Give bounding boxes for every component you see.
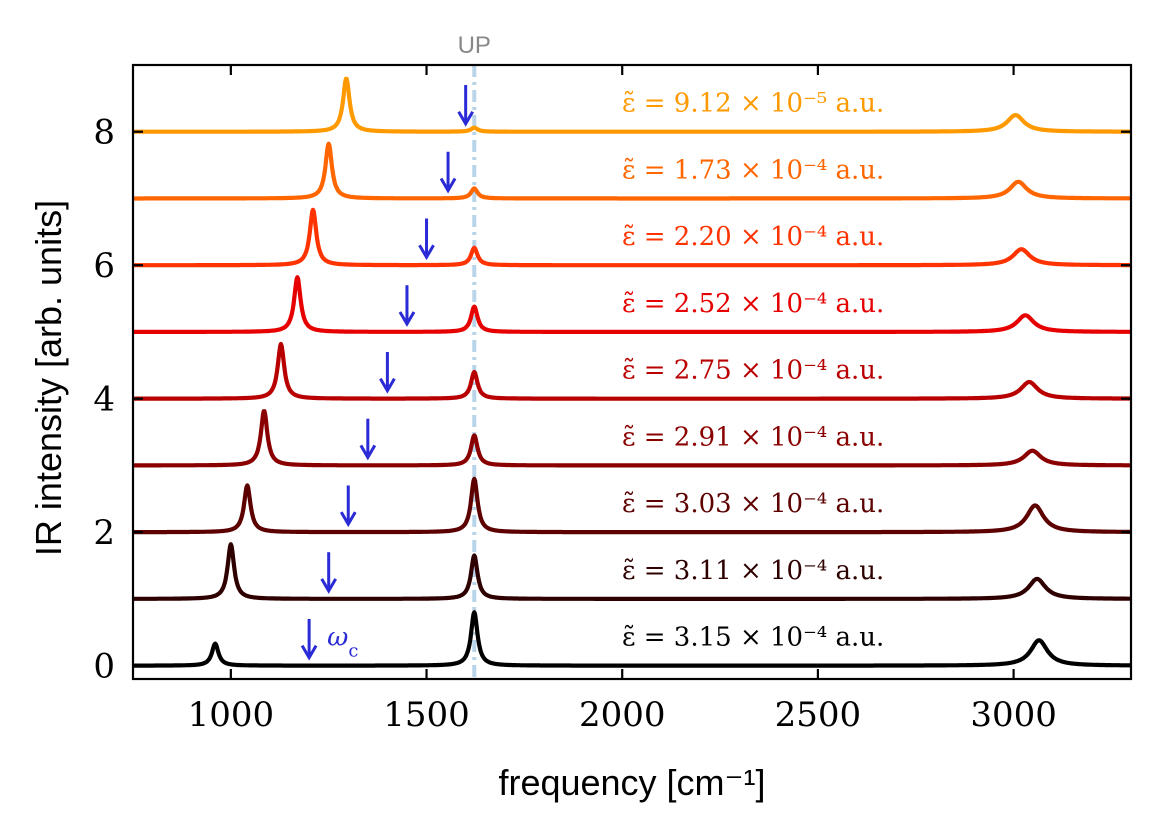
coupling-annotation-4: ε̃ = 2.75 × 10⁻⁴ a.u. [622,356,884,386]
coupling-annotation-3: ε̃ = 2.91 × 10⁻⁴ a.u. [622,422,884,452]
x-axis-title: frequency [cm⁻¹] [498,762,765,803]
omega-c-arrowhead-6 [418,244,435,261]
coupling-annotation-layer: ε̃ = 3.15 × 10⁻⁴ a.u. ε̃ = 3.11 × 10⁻⁴ a.… [622,89,884,653]
omega-c-arrowhead-3 [359,444,377,461]
spectrum-line-8 [133,76,1131,134]
coupling-annotation-7: ε̃ = 1.73 × 10⁻⁴ a.u. [622,155,884,185]
spectrum-line-6 [133,207,1131,268]
coupling-annotation-0: ε̃ = 3.15 × 10⁻⁴ a.u. [622,623,884,653]
omega-c-arrowhead-8 [457,110,474,127]
omega-c-label: ωc [327,623,358,662]
plot-frame [131,63,1133,681]
coupling-annotation-6: ε̃ = 2.20 × 10⁻⁴ a.u. [622,222,884,252]
y-tick-label-4: 8 [93,113,115,153]
omega-c-arrowhead-4 [379,377,396,394]
spectrum-line-1 [133,542,1131,602]
omega-c-arrowhead-0 [300,644,318,661]
coupling-annotation-8: ε̃ = 9.12 × 10⁻⁵ a.u. [622,89,884,119]
y-tick-label-2: 4 [93,380,115,420]
x-tick-label-2: 2000 [579,695,666,735]
up-label: UP [458,32,491,59]
omega-c-arrowhead-1 [320,578,337,594]
cavity-arrow-layer: ωc [300,85,474,662]
y-tick-label-1: 2 [93,513,115,553]
coupling-annotation-2: ε̃ = 3.03 × 10⁻⁴ a.u. [622,489,884,519]
spectrum-line-2 [133,476,1131,535]
x-tick-label-0: 1000 [188,695,275,735]
omega-c-arrowhead-7 [439,177,457,194]
y-axis-title: IR intensity [arb. units] [28,200,69,556]
spectra-series-layer [133,76,1131,668]
spectrum-line-7 [133,141,1131,201]
spectrum-line-4 [133,341,1131,401]
x-tick-label-4: 3000 [970,695,1057,735]
omega-c-arrowhead-2 [339,511,357,528]
omega-c-arrowhead-5 [398,311,416,327]
x-tick-label-3: 2500 [775,695,862,735]
y-axis-ticks: 0 2 4 6 8 [93,113,1131,687]
spectrum-line-0 [133,610,1131,668]
x-tick-label-1: 1500 [383,695,470,735]
spectrum-line-3 [133,409,1131,468]
coupling-annotation-5: ε̃ = 2.52 × 10⁻⁴ a.u. [622,289,884,319]
y-tick-label-3: 6 [93,246,115,286]
spectrum-line-5 [133,275,1131,334]
x-axis-ticks: 1000 1500 2000 2500 3000 [188,65,1057,735]
coupling-annotation-1: ε̃ = 3.11 × 10⁻⁴ a.u. [622,556,884,586]
y-tick-label-0: 0 [93,647,115,687]
